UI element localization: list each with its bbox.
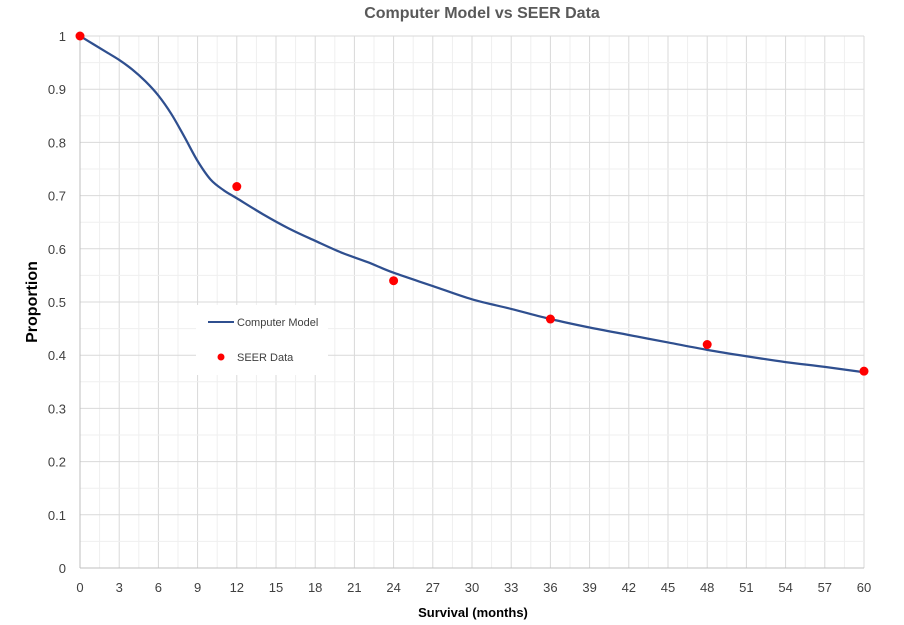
x-tick-label: 30 [465,580,479,595]
y-tick-label: 1 [59,29,66,44]
y-tick-label: 0.5 [48,295,66,310]
x-tick-label: 0 [76,580,83,595]
y-tick-label: 0.1 [48,508,66,523]
legend-label-computer-model: Computer Model [237,317,318,329]
data-point-seer [702,340,712,350]
y-tick-label: 0.7 [48,189,66,204]
x-tick-label: 33 [504,580,518,595]
x-tick-label: 36 [543,580,557,595]
y-tick-label: 0.2 [48,455,66,470]
x-tick-label: 60 [857,580,871,595]
legend: Computer Model SEER Data [196,305,328,375]
x-tick-label: 12 [230,580,244,595]
grid [79,35,865,569]
data-point-seer [75,31,85,41]
data-point-seer [545,314,555,324]
x-tick-label: 57 [818,580,832,595]
data-point-seer [389,276,399,286]
y-tick-label: 0.9 [48,82,66,97]
x-tick-label: 18 [308,580,322,595]
y-tick-label: 0 [59,561,66,576]
data-point-seer [232,182,242,192]
x-tick-label: 21 [347,580,361,595]
legend-box [196,305,328,375]
legend-marker-swatch [217,353,225,361]
axes: 0 3 6 9 12 15 18 21 24 27 30 33 36 39 42 45 48 51 54 57 6000… [48,29,871,595]
y-tick-label: 0.8 [48,135,66,150]
plot-area [75,31,869,376]
y-axis-label: Proportion [24,261,41,343]
y-tick-label: 0.6 [48,242,66,257]
x-tick-label: 39 [582,580,596,595]
x-tick-label: 24 [386,580,400,595]
x-tick-label: 42 [622,580,636,595]
x-tick-label: 27 [426,580,440,595]
y-tick-label: 0.4 [48,348,66,363]
series-line-computer-model [79,35,865,374]
chart-title: Computer Model vs SEER Data [364,5,600,22]
x-tick-label: 54 [778,580,792,595]
x-tick-label: 9 [194,580,201,595]
x-tick-label: 15 [269,580,283,595]
x-tick-label: 6 [155,580,162,595]
x-axis-label: Survival (months) [418,605,528,620]
x-tick-label: 3 [116,580,123,595]
x-tick-label: 45 [661,580,675,595]
x-tick-label: 51 [739,580,753,595]
legend-label-seer-data: SEER Data [237,352,294,364]
y-tick-label: 0.3 [48,401,66,416]
data-point-seer [859,366,869,376]
x-tick-label: 48 [700,580,714,595]
